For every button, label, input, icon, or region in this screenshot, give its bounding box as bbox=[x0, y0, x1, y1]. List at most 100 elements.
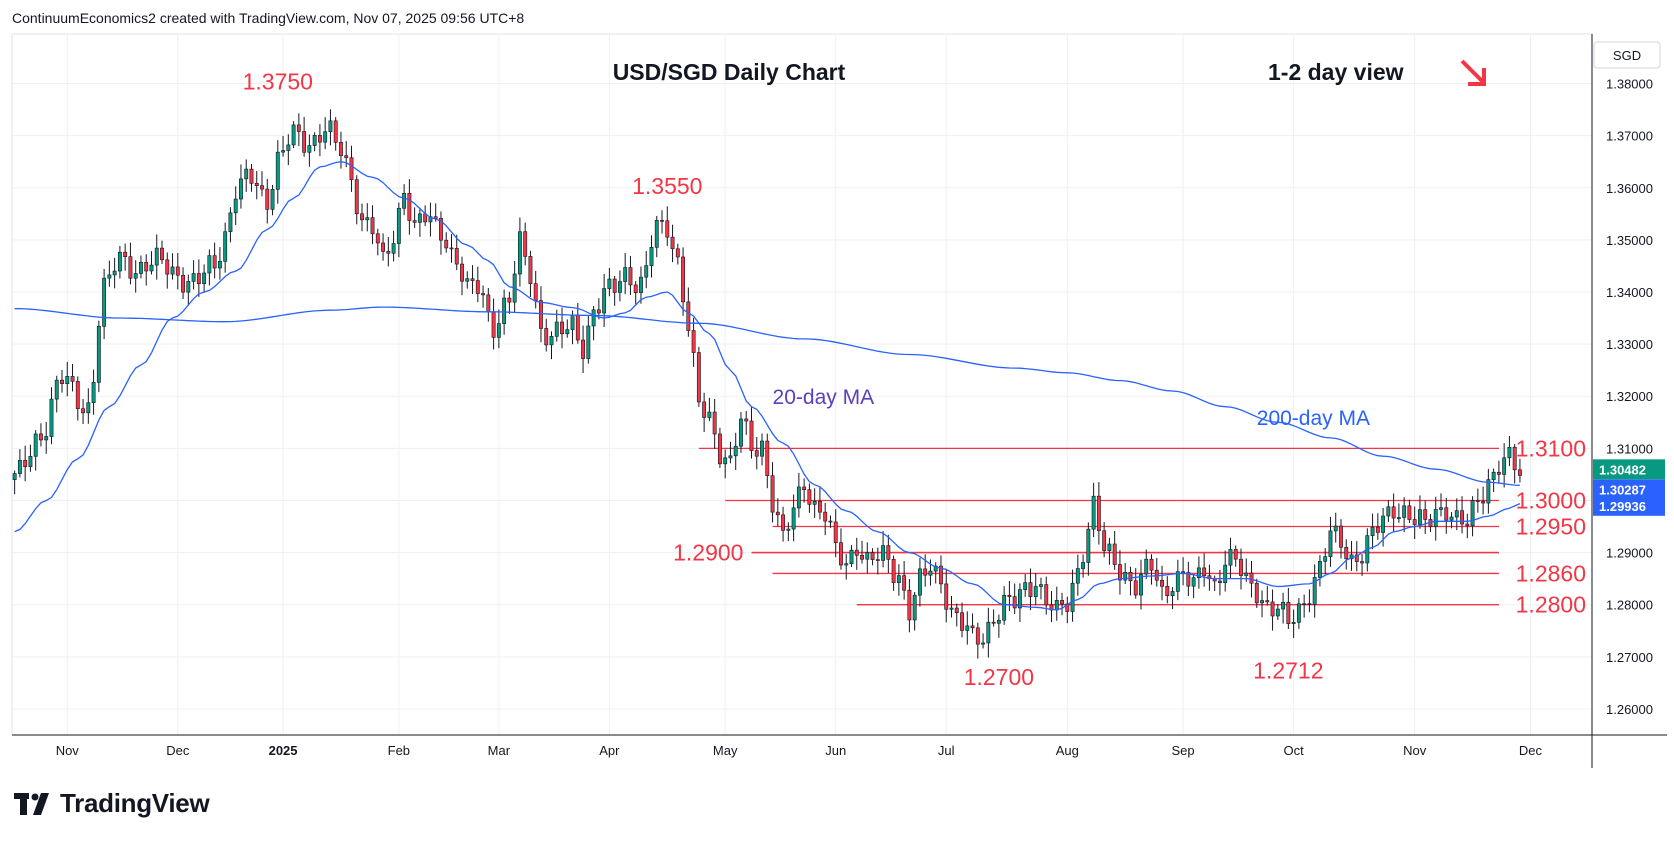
candle-down bbox=[854, 537, 859, 570]
candle-down bbox=[1239, 548, 1243, 590]
candle-body bbox=[491, 311, 496, 338]
candle-body bbox=[1439, 507, 1443, 510]
candle-up bbox=[1070, 569, 1075, 622]
candle-body bbox=[949, 607, 954, 610]
candle-body bbox=[396, 207, 401, 244]
candle-up bbox=[217, 247, 222, 280]
candle-up bbox=[1291, 609, 1296, 638]
candle-up bbox=[91, 369, 96, 415]
down-arrow-icon bbox=[1460, 59, 1486, 86]
candle-body bbox=[586, 325, 591, 359]
candle-up bbox=[1318, 555, 1322, 587]
candle-up bbox=[417, 207, 422, 237]
candle-down bbox=[375, 228, 380, 256]
candle-body bbox=[339, 142, 343, 156]
candle-body bbox=[686, 301, 691, 331]
candle-body bbox=[65, 376, 70, 384]
candle-down bbox=[828, 515, 833, 528]
candle-down bbox=[581, 325, 586, 374]
candle-down bbox=[439, 211, 443, 255]
candle-body bbox=[875, 559, 880, 561]
candle-up bbox=[244, 159, 249, 192]
candle-up bbox=[1091, 482, 1096, 538]
candle-body bbox=[1128, 572, 1133, 582]
candle-up bbox=[1449, 512, 1454, 529]
candle-body bbox=[433, 216, 438, 219]
candle-body bbox=[502, 297, 507, 324]
candle-up bbox=[1023, 574, 1028, 597]
candle-body bbox=[417, 213, 422, 223]
candle-up bbox=[549, 331, 554, 360]
candle-body bbox=[612, 278, 617, 293]
candle-up bbox=[1228, 537, 1233, 579]
candle-body bbox=[112, 270, 117, 276]
candle-down bbox=[612, 275, 617, 306]
candle-up bbox=[1302, 594, 1307, 618]
ma20-price-tag-box bbox=[1593, 495, 1665, 516]
candle-up bbox=[496, 309, 501, 349]
candle-up bbox=[517, 217, 522, 287]
candle-body bbox=[933, 565, 938, 572]
candle-body bbox=[181, 274, 185, 293]
candle-body bbox=[381, 242, 385, 252]
candle-body bbox=[723, 457, 728, 465]
candle-down bbox=[991, 609, 996, 627]
candle-down bbox=[302, 116, 307, 157]
candle-body bbox=[549, 335, 554, 346]
candle-up bbox=[307, 134, 312, 167]
candle-body bbox=[633, 284, 638, 293]
candle-down bbox=[533, 270, 538, 309]
candle-body bbox=[39, 433, 43, 441]
price-annotations: 1.3750 1.3550 1.2700 1.2712 bbox=[243, 69, 1324, 690]
candle-down bbox=[544, 318, 549, 352]
candle-body bbox=[844, 563, 849, 566]
tradingview-logo[interactable]: TradingView bbox=[14, 788, 210, 819]
candle-down bbox=[1202, 553, 1207, 587]
candle-down bbox=[75, 376, 80, 421]
candle-up bbox=[28, 444, 33, 472]
candle-up bbox=[912, 591, 917, 631]
y-tick-label: 1.36000 bbox=[1606, 181, 1653, 196]
candle-body bbox=[1181, 571, 1186, 574]
candle-up bbox=[617, 270, 622, 302]
candle-up bbox=[1333, 512, 1338, 543]
candlestick-series[interactable] bbox=[12, 109, 1522, 659]
candle-body bbox=[1491, 471, 1496, 480]
candle-down bbox=[1339, 519, 1343, 559]
candle-body bbox=[965, 625, 970, 631]
candle-body bbox=[49, 398, 54, 437]
candle-body bbox=[1375, 526, 1380, 533]
candle-down bbox=[254, 170, 259, 200]
candle-body bbox=[928, 570, 933, 576]
candle-up bbox=[644, 251, 649, 289]
candle-down bbox=[144, 254, 149, 286]
candle-body bbox=[1260, 600, 1264, 604]
candle-body bbox=[402, 193, 407, 209]
candle-up bbox=[202, 264, 207, 293]
candle-body bbox=[1312, 577, 1317, 605]
candle-body bbox=[391, 243, 396, 254]
candle-up bbox=[286, 134, 291, 166]
candle-body bbox=[1039, 584, 1043, 587]
candle-body bbox=[596, 309, 601, 314]
candle-body bbox=[1002, 594, 1007, 621]
candle-down bbox=[712, 398, 717, 449]
candle-down bbox=[1344, 539, 1349, 570]
candle-down bbox=[954, 603, 959, 627]
candle-body bbox=[575, 314, 580, 341]
candle-body bbox=[75, 381, 80, 410]
candle-up bbox=[186, 274, 191, 306]
candle-body bbox=[1333, 525, 1338, 532]
candle-body bbox=[344, 155, 349, 159]
candle-body bbox=[544, 328, 549, 346]
price-annotation: 1.3550 bbox=[632, 173, 702, 199]
candle-down bbox=[802, 478, 807, 503]
candle-body bbox=[539, 300, 543, 329]
candle-body bbox=[1449, 516, 1454, 521]
candle-down bbox=[265, 178, 270, 224]
candle-body bbox=[754, 450, 759, 457]
candle-down bbox=[839, 528, 843, 570]
candle-up bbox=[402, 184, 407, 216]
candle-down bbox=[444, 232, 449, 253]
